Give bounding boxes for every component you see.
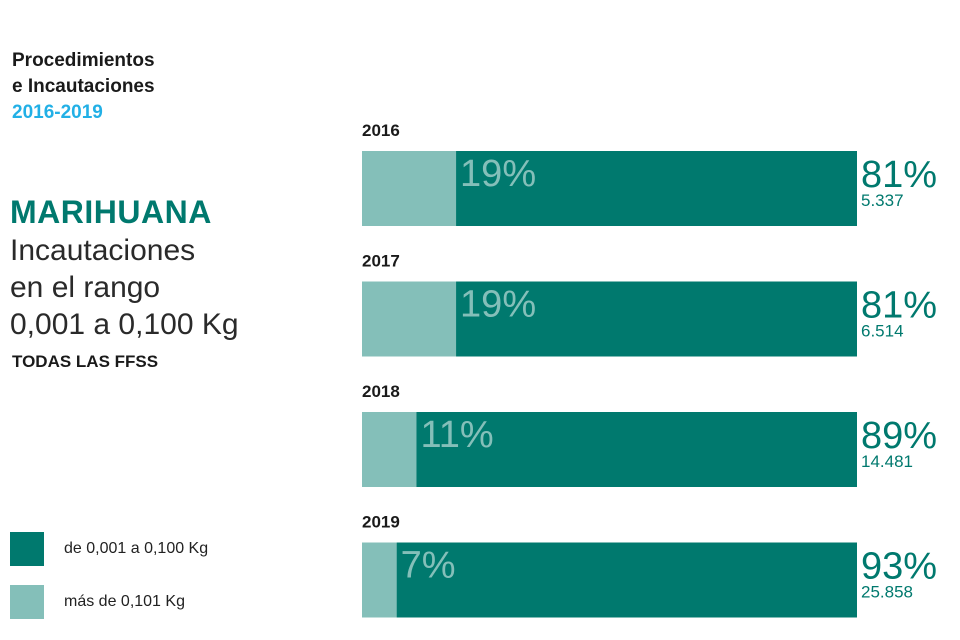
bar-count: 14.481 bbox=[861, 452, 913, 471]
header-line-2: e Incautaciones bbox=[12, 76, 155, 97]
bar-segment-large bbox=[362, 281, 457, 357]
bar-segment-large bbox=[362, 542, 397, 618]
header-years: 2016-2019 bbox=[12, 102, 103, 123]
bar-segment-large bbox=[362, 151, 457, 226]
bar-segment-small bbox=[456, 151, 857, 226]
bar-label-large: 11% bbox=[420, 414, 493, 456]
legend-swatch-dark bbox=[10, 532, 44, 566]
subtitle-line-1: Incautaciones bbox=[10, 234, 196, 267]
chart-subtitle: Incautaciones en el rango 0,001 a 0,100 … bbox=[10, 232, 310, 343]
header-line-1: Procedimientos bbox=[12, 50, 155, 71]
legend-label-large: más de 0,101 Kg bbox=[64, 593, 185, 610]
subtitle-line-3: 0,001 a 0,100 Kg bbox=[10, 308, 239, 341]
legend-item-small: de 0,001 a 0,100 Kg bbox=[10, 532, 208, 566]
bar-segment-small bbox=[416, 412, 857, 487]
subtitle-line-2: en el rango bbox=[10, 271, 161, 304]
year-label: 2017 bbox=[362, 252, 400, 271]
legend-item-large: más de 0,101 Kg bbox=[10, 585, 185, 619]
bar-label-small: 89% bbox=[861, 415, 937, 457]
bar-count: 6.514 bbox=[861, 322, 904, 341]
bar-label-large: 19% bbox=[460, 153, 536, 195]
bar-segment-large bbox=[362, 412, 417, 487]
legend-swatch-light bbox=[10, 585, 44, 619]
bar-count: 25.858 bbox=[861, 583, 913, 602]
header-title: Procedimientos e Incautaciones 2016-2019 bbox=[12, 48, 155, 126]
bar-label-large: 19% bbox=[460, 284, 536, 326]
bar-label-small: 93% bbox=[861, 546, 937, 588]
bar-segment-small bbox=[396, 542, 857, 618]
bar-count: 5.337 bbox=[861, 191, 904, 210]
legend-label-small: de 0,001 a 0,100 Kg bbox=[64, 540, 209, 557]
agency-label: TODAS LAS FFSS bbox=[12, 352, 159, 371]
year-label: 2018 bbox=[362, 382, 400, 401]
year-label: 2019 bbox=[362, 513, 400, 532]
bar-label-small: 81% bbox=[861, 154, 937, 196]
chart-title: MARIHUANA bbox=[10, 194, 212, 230]
year-label: 2016 bbox=[362, 121, 400, 140]
bar-segment-small bbox=[456, 281, 857, 357]
bar-label-large: 7% bbox=[401, 545, 456, 587]
bar-label-small: 81% bbox=[861, 285, 937, 327]
